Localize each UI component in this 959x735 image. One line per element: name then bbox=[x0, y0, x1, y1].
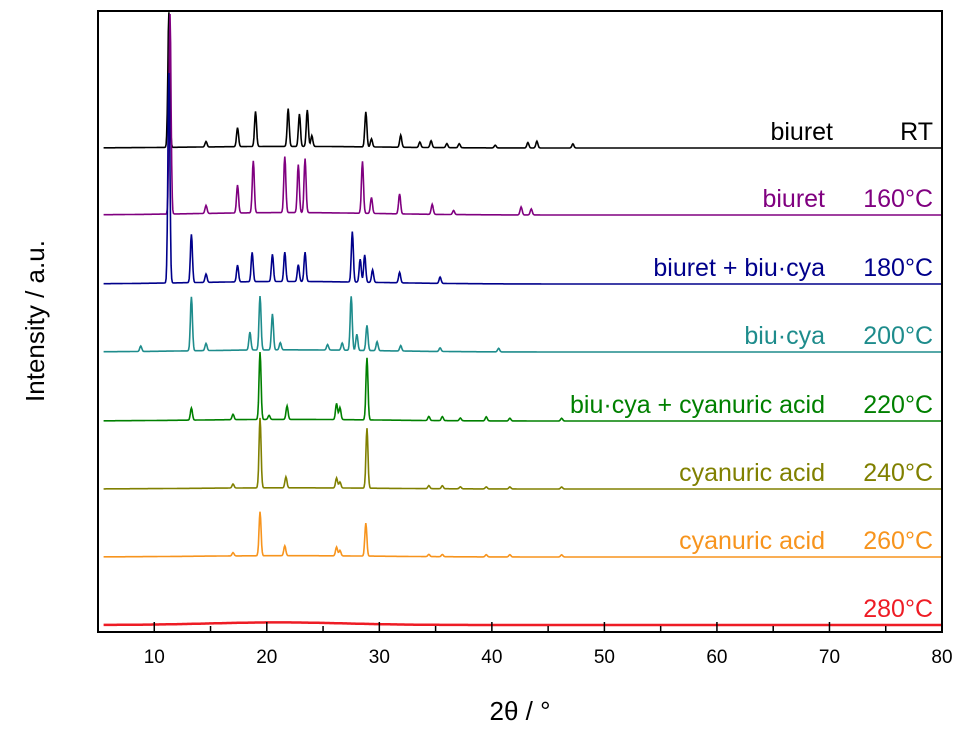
trace-name-label-6: cyanuric acid bbox=[679, 527, 825, 555]
trace-name-label-3: biu·cya bbox=[744, 322, 825, 350]
trace-1 bbox=[103, 13, 942, 216]
trace-temperature-label-5: 240°C bbox=[863, 459, 933, 487]
x-tick-label: 10 bbox=[144, 647, 165, 668]
x-tick-label: 30 bbox=[369, 647, 390, 668]
trace-label-group: RT biuret 160°C biuret 180°C biuret + biu·cya… bbox=[570, 118, 933, 623]
trace-name-label-5: cyanuric acid bbox=[679, 459, 825, 487]
trace-temperature-label-2: 180°C bbox=[863, 254, 933, 282]
trace-6 bbox=[103, 511, 942, 558]
x-tick-label: 70 bbox=[819, 647, 840, 668]
x-tick-label: 60 bbox=[706, 647, 727, 668]
x-tick-label: 50 bbox=[594, 647, 615, 668]
x-tick-label: 40 bbox=[481, 647, 502, 668]
trace-temperature-label-1: 160°C bbox=[863, 185, 933, 213]
trace-group bbox=[103, 12, 942, 627]
trace-temperature-label-6: 260°C bbox=[863, 527, 933, 555]
x-axis-title: 2θ / ° bbox=[490, 696, 551, 726]
trace-temperature-label-3: 200°C bbox=[863, 322, 933, 350]
trace-name-label-4: biu·cya + cyanuric acid bbox=[570, 391, 825, 419]
plot-frame bbox=[97, 10, 943, 633]
trace-temperature-label-7: 280°C bbox=[863, 595, 933, 623]
trace-name-label-1: biuret bbox=[762, 185, 825, 213]
trace-4 bbox=[103, 351, 942, 422]
y-axis-title: Intensity / a.u. bbox=[20, 240, 50, 402]
trace-temperature-label-0: RT bbox=[900, 118, 933, 146]
x-axis-ticks: 10 20 30 40 50 60 70 80 bbox=[97, 622, 953, 668]
trace-5 bbox=[103, 417, 942, 490]
x-tick-label: 80 bbox=[931, 647, 952, 668]
trace-7 bbox=[103, 621, 942, 627]
trace-name-label-2: biuret + biu·cya bbox=[653, 254, 825, 282]
trace-0 bbox=[103, 12, 942, 149]
trace-2 bbox=[103, 72, 942, 285]
trace-temperature-label-4: 220°C bbox=[863, 391, 933, 419]
trace-3 bbox=[103, 295, 942, 353]
trace-name-label-0: biuret bbox=[770, 118, 833, 146]
x-tick-label: 20 bbox=[256, 647, 277, 668]
